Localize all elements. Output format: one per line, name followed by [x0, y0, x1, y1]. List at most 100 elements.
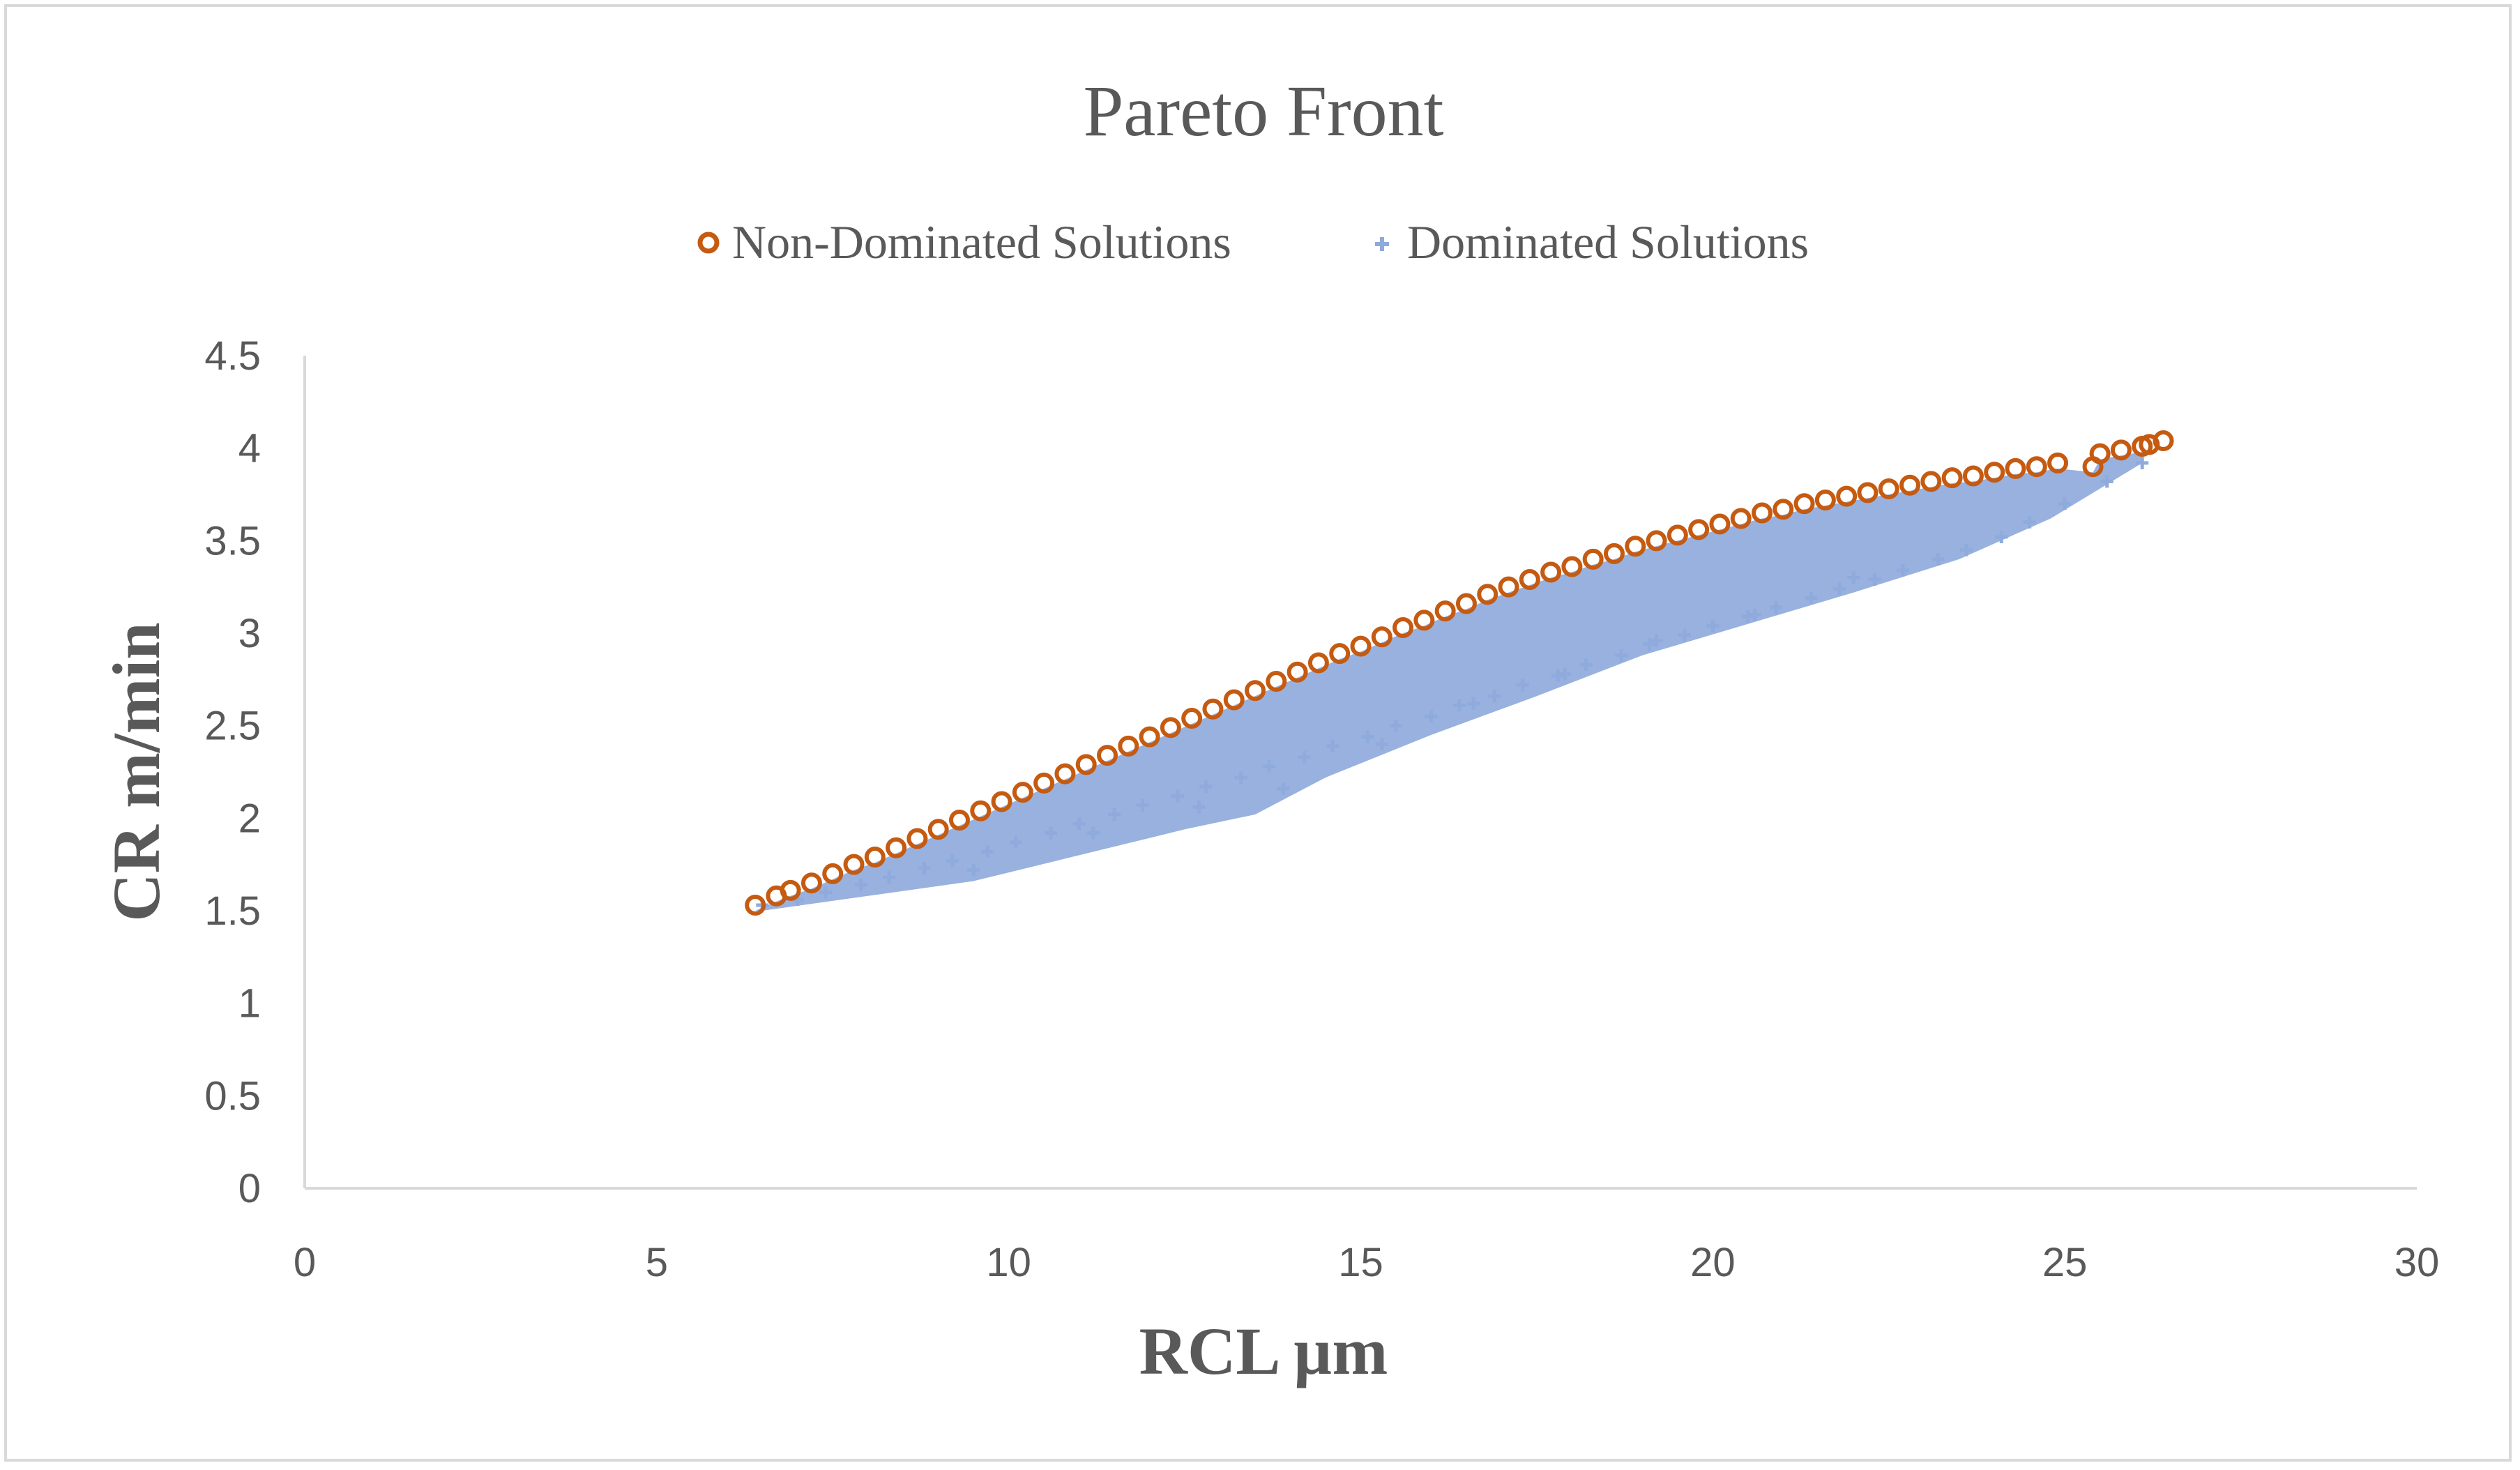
dominated-point	[1009, 835, 1022, 849]
dominated-point	[1488, 690, 1501, 703]
dominated-point	[1199, 780, 1213, 794]
non-dominated-point	[1181, 708, 1203, 729]
non-dominated-point	[1223, 689, 1245, 711]
dominated-point	[1868, 573, 1881, 586]
series-dominated-solutions	[756, 456, 2149, 912]
non-dominated-point	[1814, 489, 1836, 510]
dominated-point	[1833, 582, 1846, 596]
dominated-point	[1847, 571, 1860, 584]
legend-label-non-dominated: Non-Dominated Solutions	[732, 215, 1231, 268]
dominated-point	[918, 861, 931, 874]
dominated-point	[2100, 475, 2113, 488]
dominated-point	[967, 863, 980, 877]
non-dominated-point	[1667, 524, 1688, 546]
dominated-point	[1579, 658, 1593, 672]
non-dominated-point	[1730, 508, 1752, 529]
dominated-point	[1108, 808, 1121, 821]
non-dominated-point	[1054, 763, 1076, 785]
non-dominated-point	[1899, 474, 1921, 496]
dominated-point	[1375, 738, 1388, 751]
non-dominated-point	[800, 872, 822, 894]
dominated-point	[1805, 591, 1818, 605]
non-dominated-point	[1646, 530, 1667, 552]
non-dominated-point	[1371, 626, 1392, 648]
dominated-point	[1643, 637, 1656, 651]
non-dominated-point	[1075, 754, 1097, 775]
non-dominated-point	[1033, 772, 1055, 794]
y-tick-label: 1.5	[204, 888, 261, 934]
dominated-point	[1086, 826, 1100, 840]
non-dominated-point	[1118, 735, 1139, 757]
non-dominated-point	[1625, 536, 1646, 557]
non-dominated-point	[886, 837, 907, 858]
scatter-chart: Pareto Front Non-Dominated Solutions Dom…	[99, 71, 2440, 1388]
x-tick-label: 20	[1690, 1240, 1736, 1285]
dominated-point	[1171, 789, 1184, 803]
dominated-point	[1192, 801, 1206, 814]
non-dominated-point	[2110, 439, 2132, 461]
non-dominated-point	[864, 847, 886, 868]
dominated-solutions-band	[755, 452, 2143, 911]
non-dominated-point	[1202, 698, 1224, 720]
non-dominated-point	[927, 819, 949, 840]
non-dominated-point	[948, 809, 970, 831]
dominated-point	[1136, 798, 1149, 812]
non-dominated-point	[1752, 502, 1773, 524]
non-dominated-point	[1392, 617, 1414, 639]
dominated-point	[1452, 699, 1466, 712]
dominated-point	[1516, 679, 1529, 692]
dominated-point	[1650, 634, 1663, 647]
dominated-point	[1770, 600, 1783, 614]
y-tick-label: 2	[238, 796, 261, 841]
dominated-point	[1045, 826, 1058, 840]
non-dominated-point	[1307, 652, 1329, 674]
dominated-point	[1298, 750, 1311, 764]
dominated-point	[1995, 531, 2008, 544]
dominated-point	[2023, 515, 2036, 529]
y-tick-label: 0.5	[204, 1073, 261, 1119]
legend-label-dominated: Dominated Solutions	[1407, 215, 1809, 268]
x-tick-label: 25	[2042, 1240, 2088, 1285]
chart-frame: Pareto Front Non-Dominated Solutions Dom…	[4, 4, 2512, 1462]
non-dominated-point	[1984, 462, 2005, 483]
dominated-point	[1558, 667, 1572, 681]
dominated-point	[1263, 760, 1276, 773]
non-dominated-point	[745, 895, 766, 916]
non-dominated-point	[1582, 548, 1604, 570]
non-dominated-point	[1286, 661, 1308, 683]
legend: Non-Dominated Solutions Dominated Soluti…	[697, 215, 1809, 268]
non-dominated-point	[2153, 430, 2174, 452]
non-dominated-point	[1266, 670, 1287, 692]
dominated-point	[1615, 649, 1628, 662]
non-dominated-point	[2026, 456, 2047, 478]
non-dominated-point	[2089, 443, 2111, 464]
non-dominated-point	[1688, 519, 1710, 540]
non-dominated-point	[1350, 635, 1372, 657]
dominated-point	[854, 878, 867, 891]
non-dominated-point	[1519, 569, 1540, 591]
non-dominated-point	[1097, 745, 1118, 766]
dominated-point	[2058, 497, 2072, 510]
non-dominated-point	[1329, 643, 1351, 665]
non-dominated-point	[1012, 782, 1033, 803]
non-dominated-point	[1793, 493, 1815, 515]
dominated-point	[883, 871, 896, 884]
y-tick-label: 0	[238, 1166, 261, 1211]
x-tick-label: 15	[1338, 1240, 1383, 1285]
non-dominated-point	[906, 828, 928, 849]
dominated-point	[1389, 719, 1402, 732]
dominated-point	[1931, 552, 1945, 566]
non-dominated-point	[1836, 485, 1858, 507]
x-tick-label: 30	[2394, 1240, 2440, 1285]
non-dominated-point	[1920, 471, 1942, 492]
x-tick-label: 5	[646, 1240, 668, 1285]
non-dominated-point	[1540, 561, 1562, 583]
dominated-point	[1678, 628, 1691, 642]
legend-marker-dominated	[1375, 237, 1389, 251]
non-dominated-point	[1561, 556, 1583, 577]
x-tick-label: 10	[986, 1240, 1031, 1285]
non-dominated-point	[991, 791, 1012, 812]
y-tick-labels: 0 0.5 1 1.5 2 2.5 3 3.5 4 4.5	[204, 333, 261, 1211]
y-tick-label: 4	[238, 426, 261, 471]
dominated-point	[1072, 817, 1086, 831]
